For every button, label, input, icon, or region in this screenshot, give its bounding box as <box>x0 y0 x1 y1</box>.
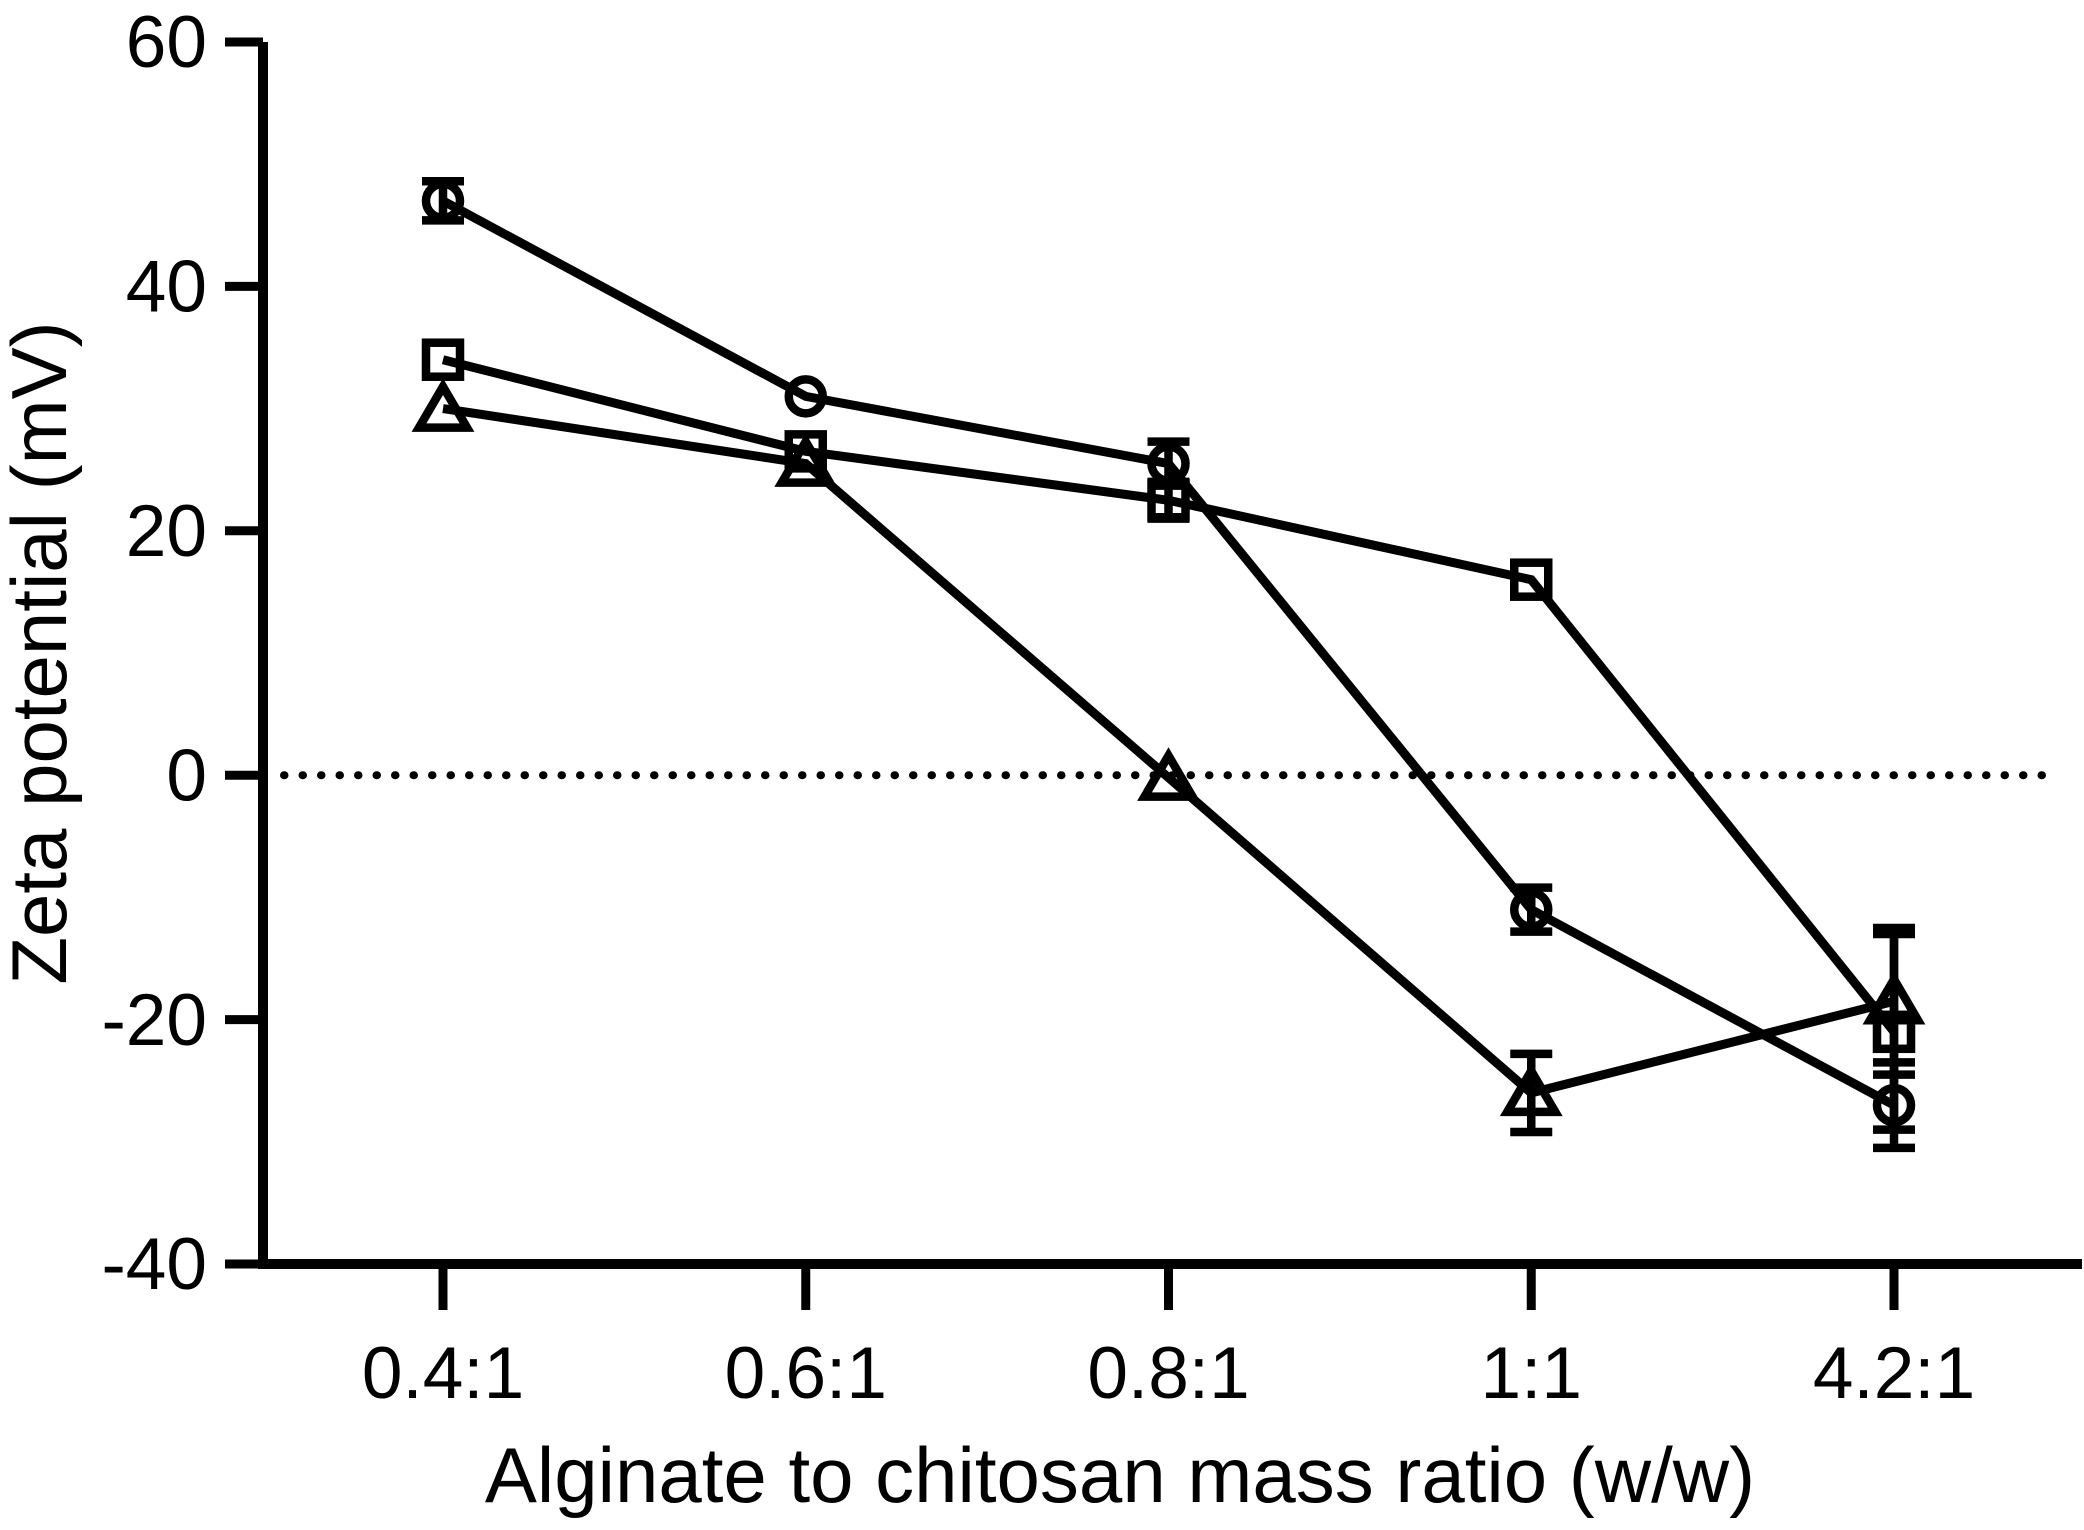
y-tick-label: 40 <box>126 247 207 328</box>
marker-triangle <box>1862 970 1926 1025</box>
series-line-circle <box>440 196 1897 1110</box>
x-axis-title: Alginate to chitosan mass ratio (w/w) <box>485 1431 1755 1519</box>
axis-spine <box>258 42 2082 1269</box>
marker-triangle <box>411 378 475 432</box>
x-tick-label: 0.4:1 <box>362 1333 524 1414</box>
x-tick-label: 4.2:1 <box>1813 1333 1975 1414</box>
marker-circle <box>1510 888 1553 931</box>
x-tick-label: 0.8:1 <box>1087 1333 1249 1414</box>
marker-triangle <box>1499 1062 1563 1117</box>
y-axis-title: Zeta potential (mV) <box>0 321 83 984</box>
y-tick-label: -40 <box>101 1224 207 1305</box>
marker-circle <box>1872 1083 1916 1127</box>
x-tick-label: 1:1 <box>1481 1333 1582 1414</box>
series-line-triangle <box>442 404 1896 1098</box>
marker-triangle <box>1137 747 1200 801</box>
y-tick-label: 0 <box>166 735 207 816</box>
y-tick-label: 60 <box>126 2 207 83</box>
y-tick-label: -20 <box>101 980 207 1061</box>
marker-square <box>1510 558 1553 601</box>
marker-square <box>1872 1010 1916 1054</box>
marker-triangle <box>774 433 838 487</box>
marker-square <box>1147 479 1190 522</box>
plot-layer: 60 40 20 0 -20 -40 0.4:1 0.6:1 0.8:1 1:1 4.2:1 <box>101 2 2082 1414</box>
x-tick-label: 0.6:1 <box>725 1333 887 1414</box>
marker-square <box>421 338 465 381</box>
y-tick-label: 20 <box>126 491 207 572</box>
marker-circle <box>784 375 827 418</box>
marker-circle <box>421 179 465 223</box>
